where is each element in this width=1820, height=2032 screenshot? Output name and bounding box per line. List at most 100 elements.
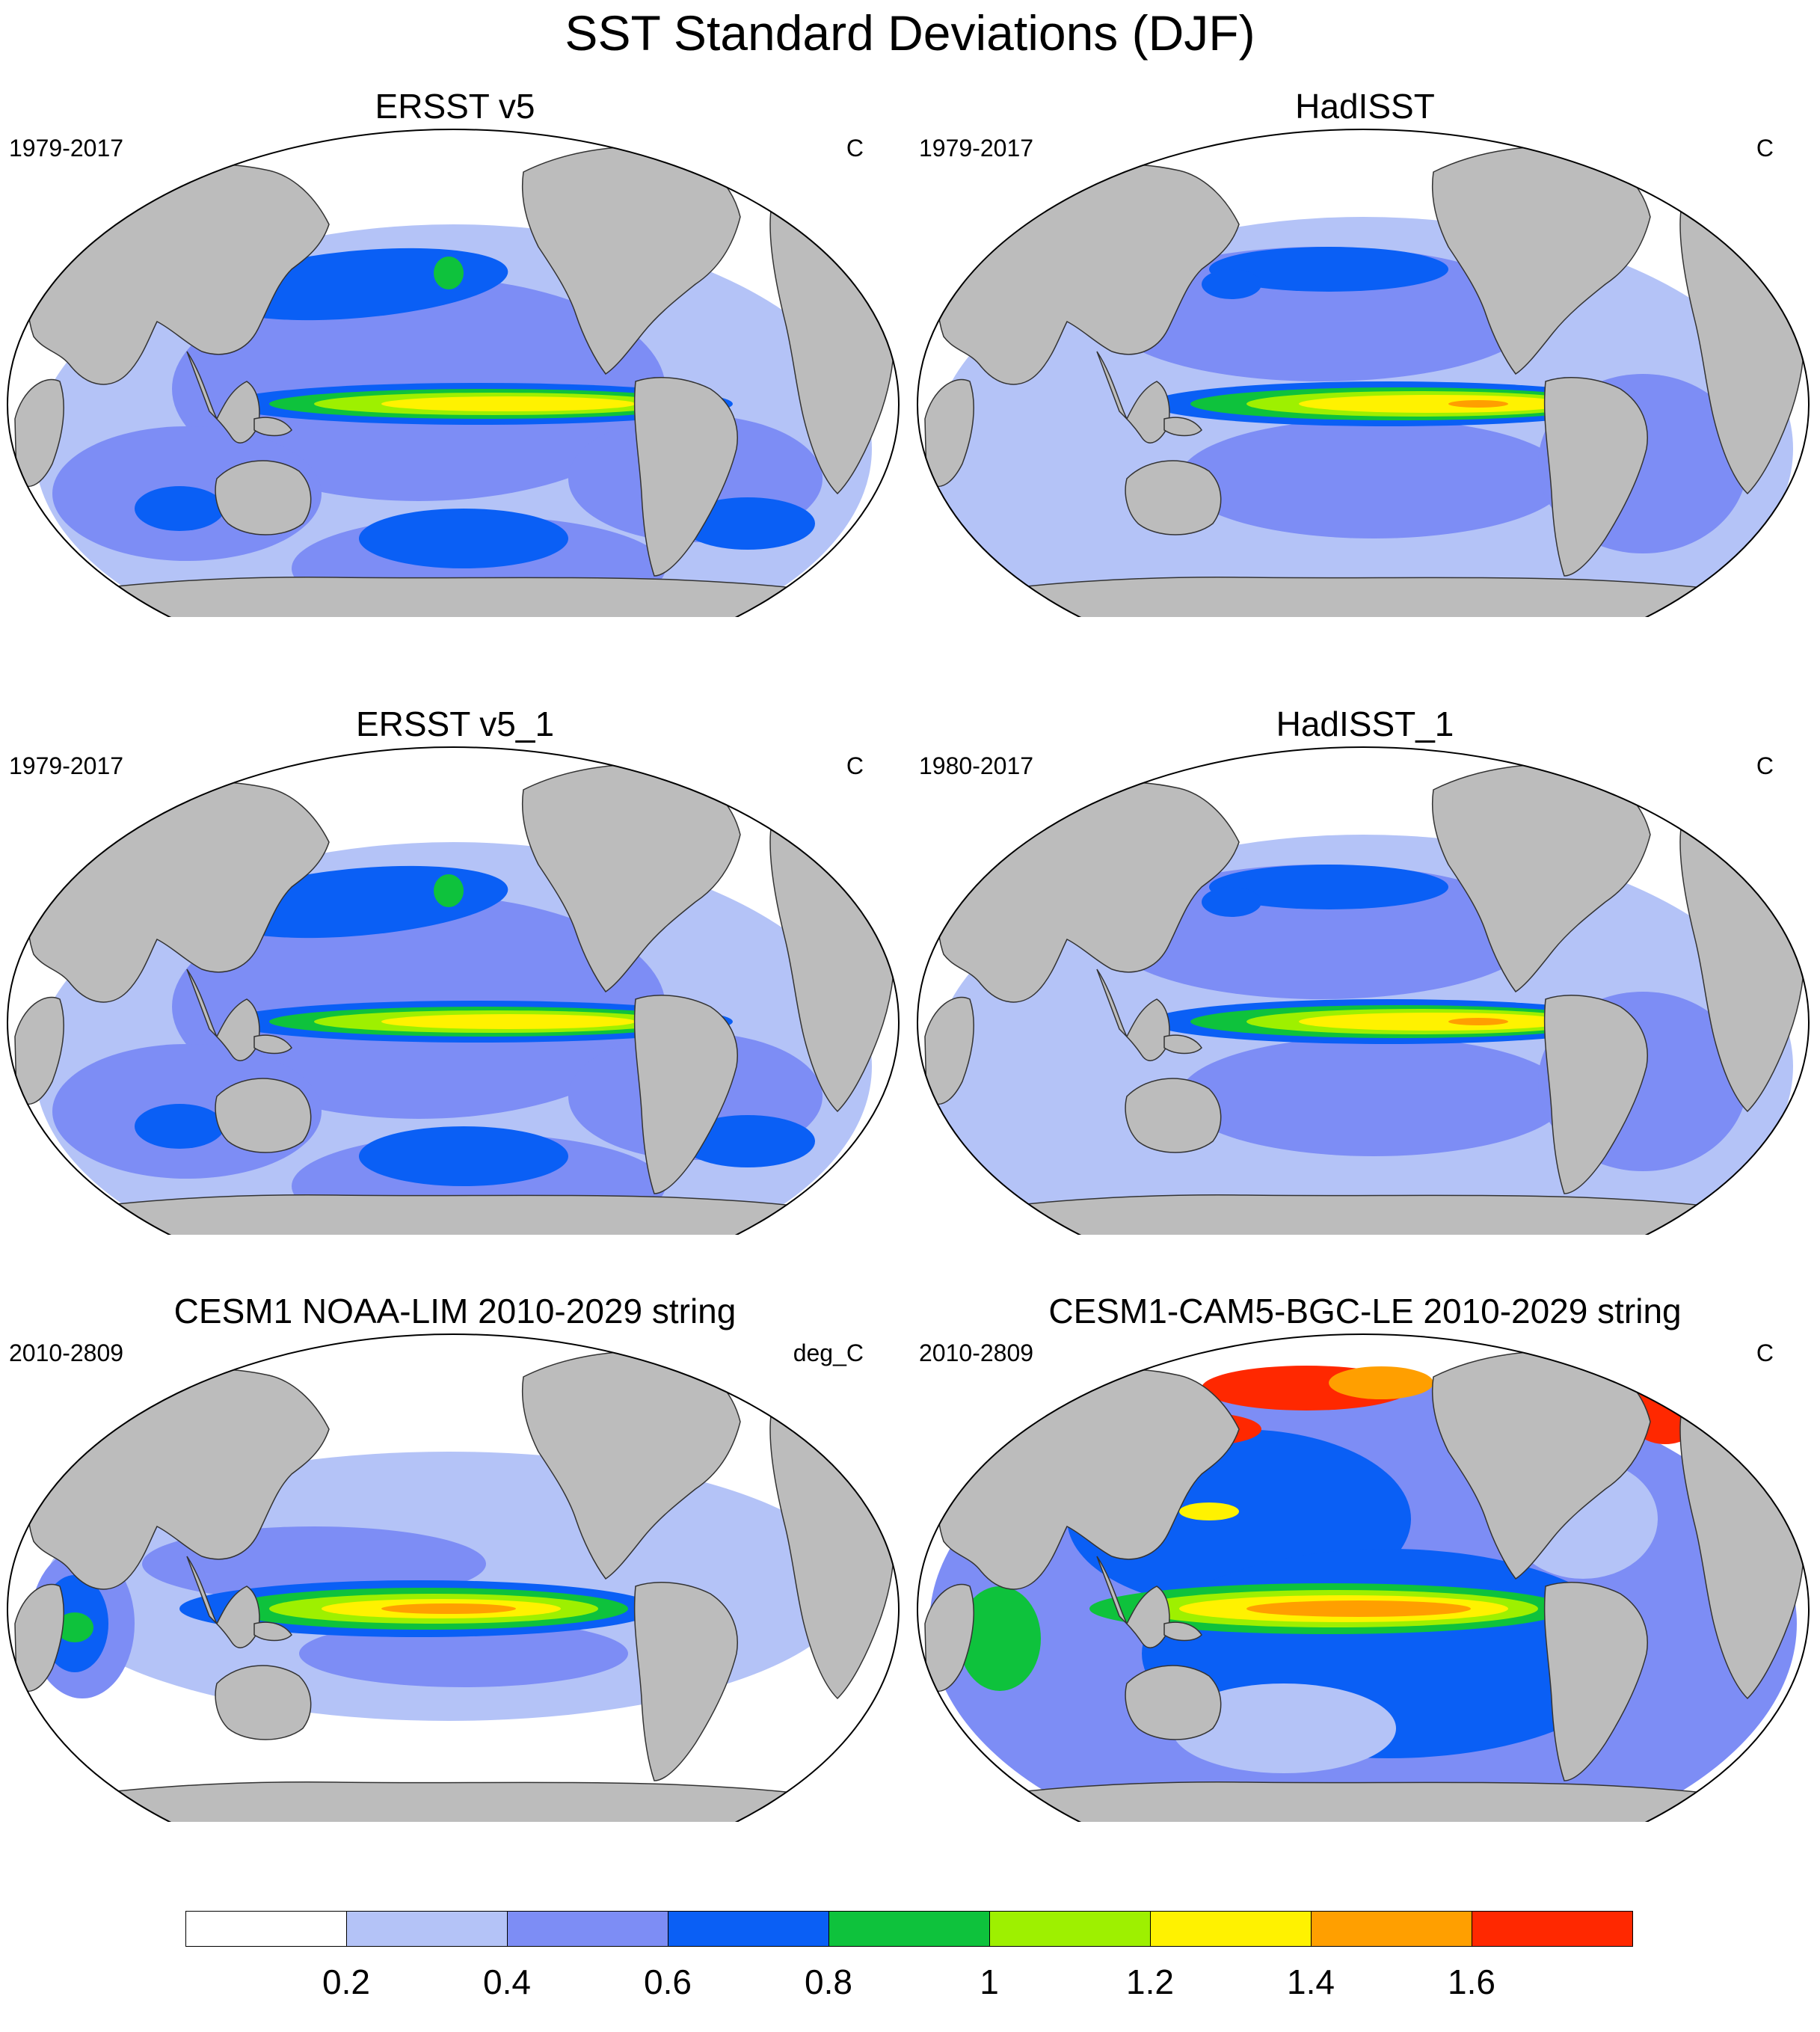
sst-contour-region <box>381 396 636 411</box>
colorbar-swatch <box>346 1911 508 1947</box>
sst-contour-region <box>1209 247 1448 292</box>
sst-contour-region <box>1202 887 1261 917</box>
map-border <box>917 1333 1810 1822</box>
map-panel: HadISST_1 1980-2017 C <box>910 618 1820 1235</box>
sst-contour-region <box>434 257 464 289</box>
colorbar-tick-label: 1.2 <box>1126 1962 1174 2001</box>
land-mass <box>253 417 292 437</box>
land-mass <box>633 1582 738 1781</box>
figure-title: SST Standard Deviations (DJF) <box>565 5 1255 61</box>
map-panel: ERSST v5 1979-2017 C <box>0 0 910 617</box>
panel-period-label: 2010-2809 <box>9 1339 124 1366</box>
land-mass <box>14 996 64 1105</box>
panel-units-label: deg_C <box>793 1339 864 1366</box>
colorbar-swatch <box>989 1911 1151 1947</box>
panel-period-label: 2010-2809 <box>919 1339 1034 1366</box>
panel-title: HadISST_1 <box>1276 705 1454 743</box>
land-mass <box>186 351 260 443</box>
land-mass <box>14 378 64 488</box>
land-mass <box>1096 351 1170 443</box>
land-mass <box>1543 1582 1648 1781</box>
land-mass <box>1163 417 1202 437</box>
colorbar-tick-label: 0.8 <box>805 1962 852 2001</box>
panel-period-label: 1980-2017 <box>919 752 1034 779</box>
sst-contour-region <box>1448 400 1508 408</box>
colorbar-tick-label: 1.6 <box>1448 1962 1495 2001</box>
colorbar-swatch <box>185 1911 347 1947</box>
sst-contour-region <box>680 1115 815 1167</box>
panel-units-label: C <box>846 135 864 162</box>
land-mass <box>186 1556 260 1648</box>
map-border <box>7 1333 900 1822</box>
land-mass <box>215 1078 312 1153</box>
sst-contour-region <box>1448 1018 1508 1025</box>
land-mass <box>633 377 738 577</box>
land-mass <box>924 378 974 488</box>
colorbar-tick-label: 1 <box>980 1962 999 2001</box>
land-mass <box>1096 969 1170 1061</box>
sst-contour-region <box>56 1612 93 1642</box>
sst-contour-region <box>1172 1683 1396 1773</box>
colorbar <box>185 1911 1633 1948</box>
map-panel: ERSST v5_1 1979-2017 C <box>0 618 910 1235</box>
panel-units-label: C <box>1756 752 1774 779</box>
land-mass <box>1163 1034 1202 1055</box>
land-mass <box>1125 460 1222 535</box>
land-mass <box>924 996 974 1105</box>
sst-contour-region <box>359 509 568 568</box>
sst-contour-region <box>1179 1502 1239 1520</box>
sst-contour-region <box>434 874 464 907</box>
colorbar-tick-label: 0.2 <box>322 1962 370 2001</box>
sst-contour-region <box>1329 1366 1433 1399</box>
map-border <box>7 746 900 1235</box>
land-mass <box>1163 1621 1202 1642</box>
sst-contour-region <box>1299 1013 1568 1031</box>
sst-contour-region <box>381 1603 516 1614</box>
map-canvas <box>917 129 1810 617</box>
panel-title: HadISST <box>1295 87 1435 126</box>
sst-contour-region <box>135 1104 224 1149</box>
map-panel: HadISST 1979-2017 C <box>910 0 1820 617</box>
land-mass <box>186 969 260 1061</box>
map-border <box>917 129 1810 617</box>
panel-period-label: 1979-2017 <box>9 135 124 162</box>
land-mass <box>14 1583 64 1692</box>
land-mass <box>215 1665 312 1740</box>
map-canvas <box>7 129 900 617</box>
map-canvas <box>917 1333 1810 1822</box>
sst-contour-region <box>135 486 224 531</box>
sst-contour-region <box>1299 395 1568 413</box>
sst-contour-region <box>381 1014 636 1029</box>
colorbar-swatch <box>1150 1911 1312 1947</box>
colorbar-tick-label: 0.6 <box>644 1962 692 2001</box>
panel-title: ERSST v5_1 <box>355 705 555 743</box>
colorbar-swatch <box>828 1911 990 1947</box>
land-mass <box>1096 1556 1170 1648</box>
map-border <box>917 746 1810 1235</box>
sst-contour-region <box>1179 1037 1568 1156</box>
land-mass <box>253 1034 292 1055</box>
sst-contour-region <box>359 1126 568 1186</box>
map-panel: CESM1 NOAA-LIM 2010-2029 string 2010-2809… <box>0 1205 910 1822</box>
land-mass <box>215 460 312 535</box>
land-mass <box>1125 1078 1222 1153</box>
map-border <box>7 129 900 617</box>
sst-contour-region <box>1246 1600 1471 1617</box>
panel-title: CESM1-CAM5-BGC-LE 2010-2029 string <box>1048 1292 1682 1330</box>
sst-contour-region <box>959 1586 1041 1691</box>
map-canvas <box>917 746 1810 1235</box>
colorbar-swatch <box>668 1911 829 1947</box>
sst-contour-region <box>1209 865 1448 909</box>
panel-period-label: 1979-2017 <box>9 752 124 779</box>
colorbar-swatch <box>1472 1911 1633 1947</box>
panel-units-label: C <box>846 752 864 779</box>
colorbar-tick-label: 0.4 <box>483 1962 531 2001</box>
panel-units-label: C <box>1756 1339 1774 1366</box>
colorbar-swatch <box>507 1911 668 1947</box>
land-mass <box>1125 1665 1222 1740</box>
land-mass <box>633 995 738 1194</box>
land-mass <box>1543 377 1648 577</box>
sst-contour-region <box>1179 419 1568 538</box>
sst-contour-region <box>680 497 815 550</box>
map-canvas <box>7 1333 900 1822</box>
